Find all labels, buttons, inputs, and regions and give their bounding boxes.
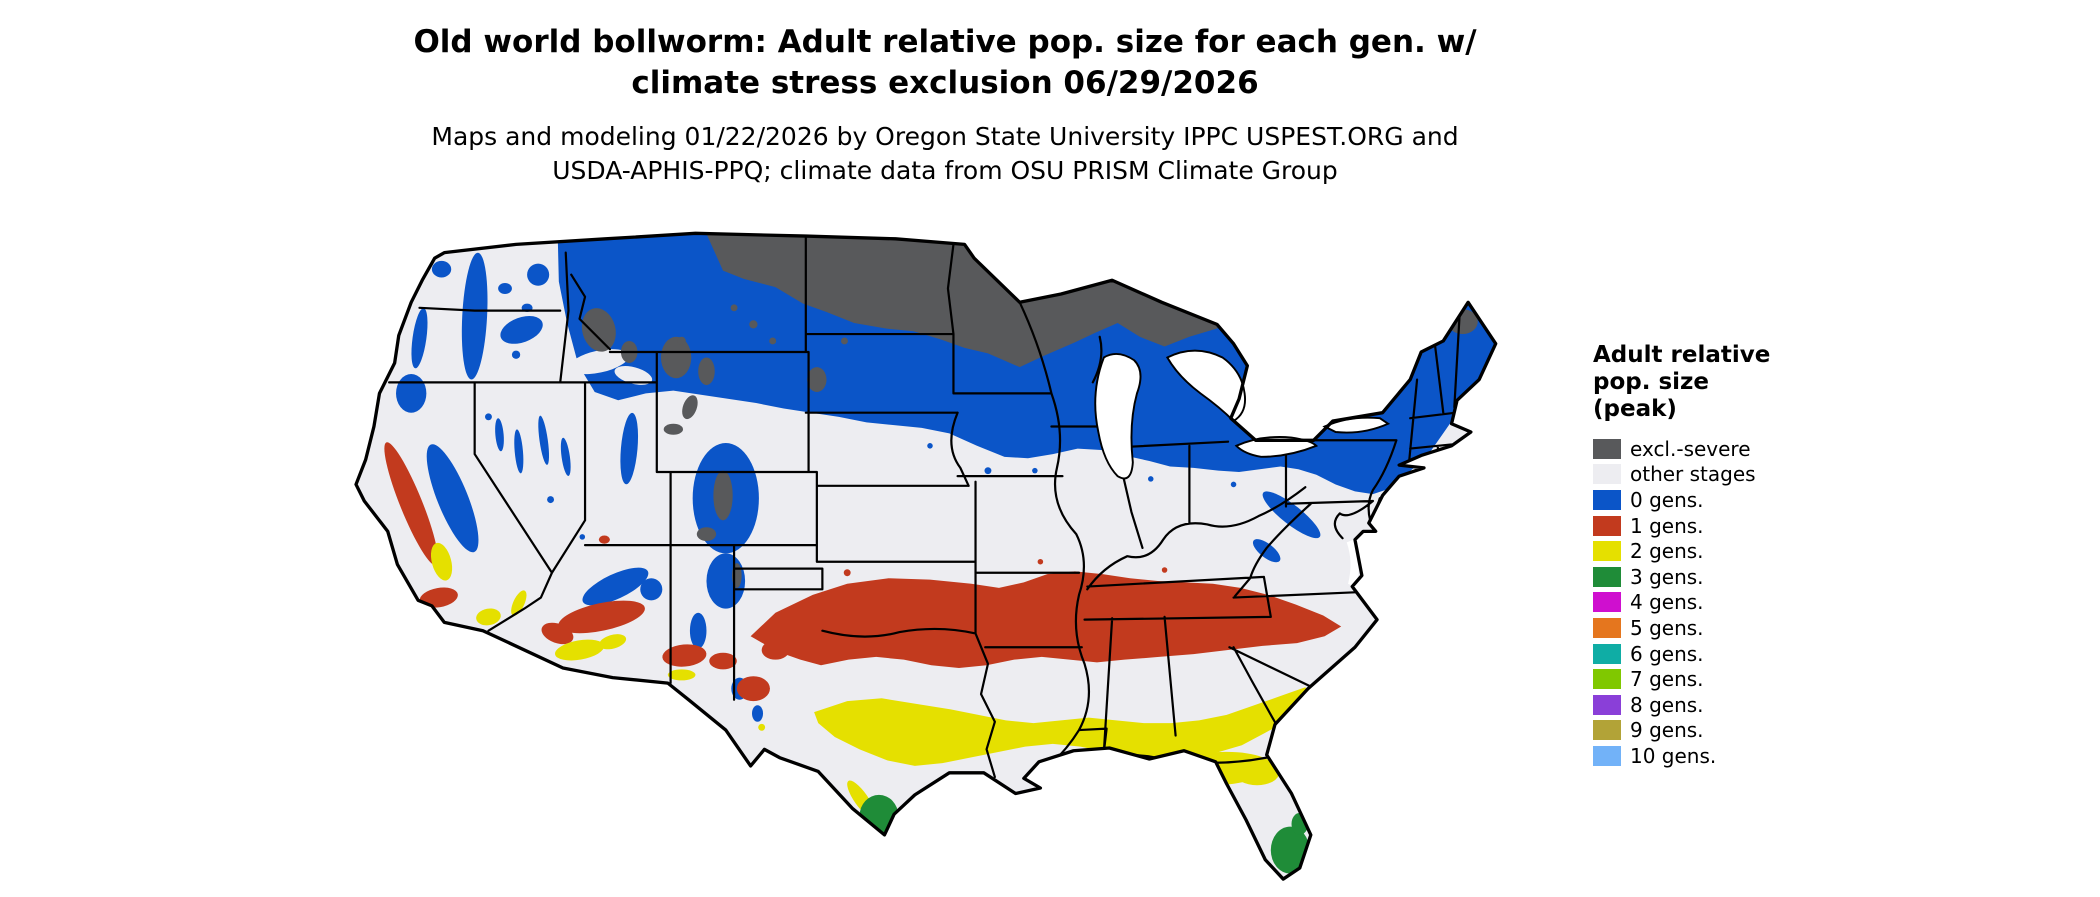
header: Old world bollworm: Adult relative pop. … [0, 22, 1890, 188]
legend-item-label: 9 gens. [1630, 718, 1704, 743]
legend-items: excl.-severe other stages 0 gens. 1 gens… [1593, 436, 1770, 769]
map-outline [354, 231, 1498, 881]
map-subtitle-line2: USDA-APHIS-PPQ; climate data from OSU PR… [552, 156, 1338, 185]
legend-item-label: 0 gens. [1630, 487, 1704, 512]
legend-item: excl.-severe [1593, 436, 1770, 462]
legend-swatch [1593, 720, 1621, 741]
legend-title-line1: Adult relative [1593, 342, 1771, 368]
legend-title-line3: (peak) [1593, 396, 1677, 422]
legend-swatch [1593, 745, 1621, 766]
legend-item: 5 gens. [1593, 615, 1770, 641]
legend-item-label: other stages [1630, 462, 1756, 487]
legend-swatch [1593, 669, 1621, 690]
legend-title-line2: pop. size [1593, 369, 1710, 395]
legend-item-label: 7 gens. [1630, 667, 1704, 692]
legend-item-label: 6 gens. [1630, 641, 1704, 666]
legend-item: 0 gens. [1593, 487, 1770, 513]
legend-item: 1 gens. [1593, 513, 1770, 539]
state-borders [388, 234, 1461, 779]
legend-item-label: 8 gens. [1630, 692, 1704, 717]
legend-item: 6 gens. [1593, 641, 1770, 667]
legend-swatch [1593, 694, 1621, 715]
legend-item: 8 gens. [1593, 692, 1770, 718]
chesapeake-bay [1346, 539, 1359, 588]
legend-item-label: 5 gens. [1630, 615, 1704, 640]
legend-item-label: 2 gens. [1630, 539, 1704, 564]
legend-swatch [1593, 464, 1621, 485]
legend-swatch [1593, 541, 1621, 562]
legend-item: 2 gens. [1593, 538, 1770, 564]
legend-title: Adult relative pop. size (peak) [1593, 342, 1770, 423]
legend-swatch [1593, 438, 1621, 459]
region-other-stages-patches [569, 349, 653, 385]
legend-item: 4 gens. [1593, 590, 1770, 616]
map-title-line1: Old world bollworm: Adult relative pop. … [413, 24, 1477, 60]
map-title-line2: climate stress exclusion 06/29/2026 [631, 65, 1259, 101]
us-map-figure [295, 214, 1565, 897]
us-map-svg [354, 231, 1498, 881]
legend-item: 7 gens. [1593, 666, 1770, 692]
legend-swatch [1593, 566, 1621, 587]
legend-item: other stages [1593, 462, 1770, 488]
legend-item: 9 gens. [1593, 718, 1770, 744]
legend-item: 3 gens. [1593, 564, 1770, 590]
legend-swatch [1593, 617, 1621, 638]
lake-michigan [1094, 353, 1142, 480]
legend-swatch [1593, 592, 1621, 613]
map-subtitle: Maps and modeling 01/22/2026 by Oregon S… [0, 120, 1890, 188]
region-four-gen-dots [887, 833, 1298, 880]
legend-item-label: 1 gens. [1630, 513, 1704, 538]
region-one-gen-band [384, 442, 1342, 702]
legend: Adult relative pop. size (peak) excl.-se… [1593, 342, 1770, 769]
legend-item-label: 4 gens. [1630, 590, 1704, 615]
legend-swatch [1593, 643, 1621, 664]
great-lakes [1094, 349, 1391, 588]
lake-huron [1165, 349, 1246, 423]
map-subtitle-line1: Maps and modeling 01/22/2026 by Oregon S… [431, 122, 1459, 151]
legend-item-label: excl.-severe [1630, 436, 1751, 461]
legend-item-label: 10 gens. [1630, 743, 1717, 768]
legend-item-label: 3 gens. [1630, 564, 1704, 589]
lake-erie [1234, 436, 1319, 458]
legend-swatch [1593, 515, 1621, 536]
map-title: Old world bollworm: Adult relative pop. … [0, 22, 1890, 104]
map-raster-regions [356, 233, 1496, 880]
legend-item: 10 gens. [1593, 743, 1770, 769]
legend-swatch [1593, 489, 1621, 510]
